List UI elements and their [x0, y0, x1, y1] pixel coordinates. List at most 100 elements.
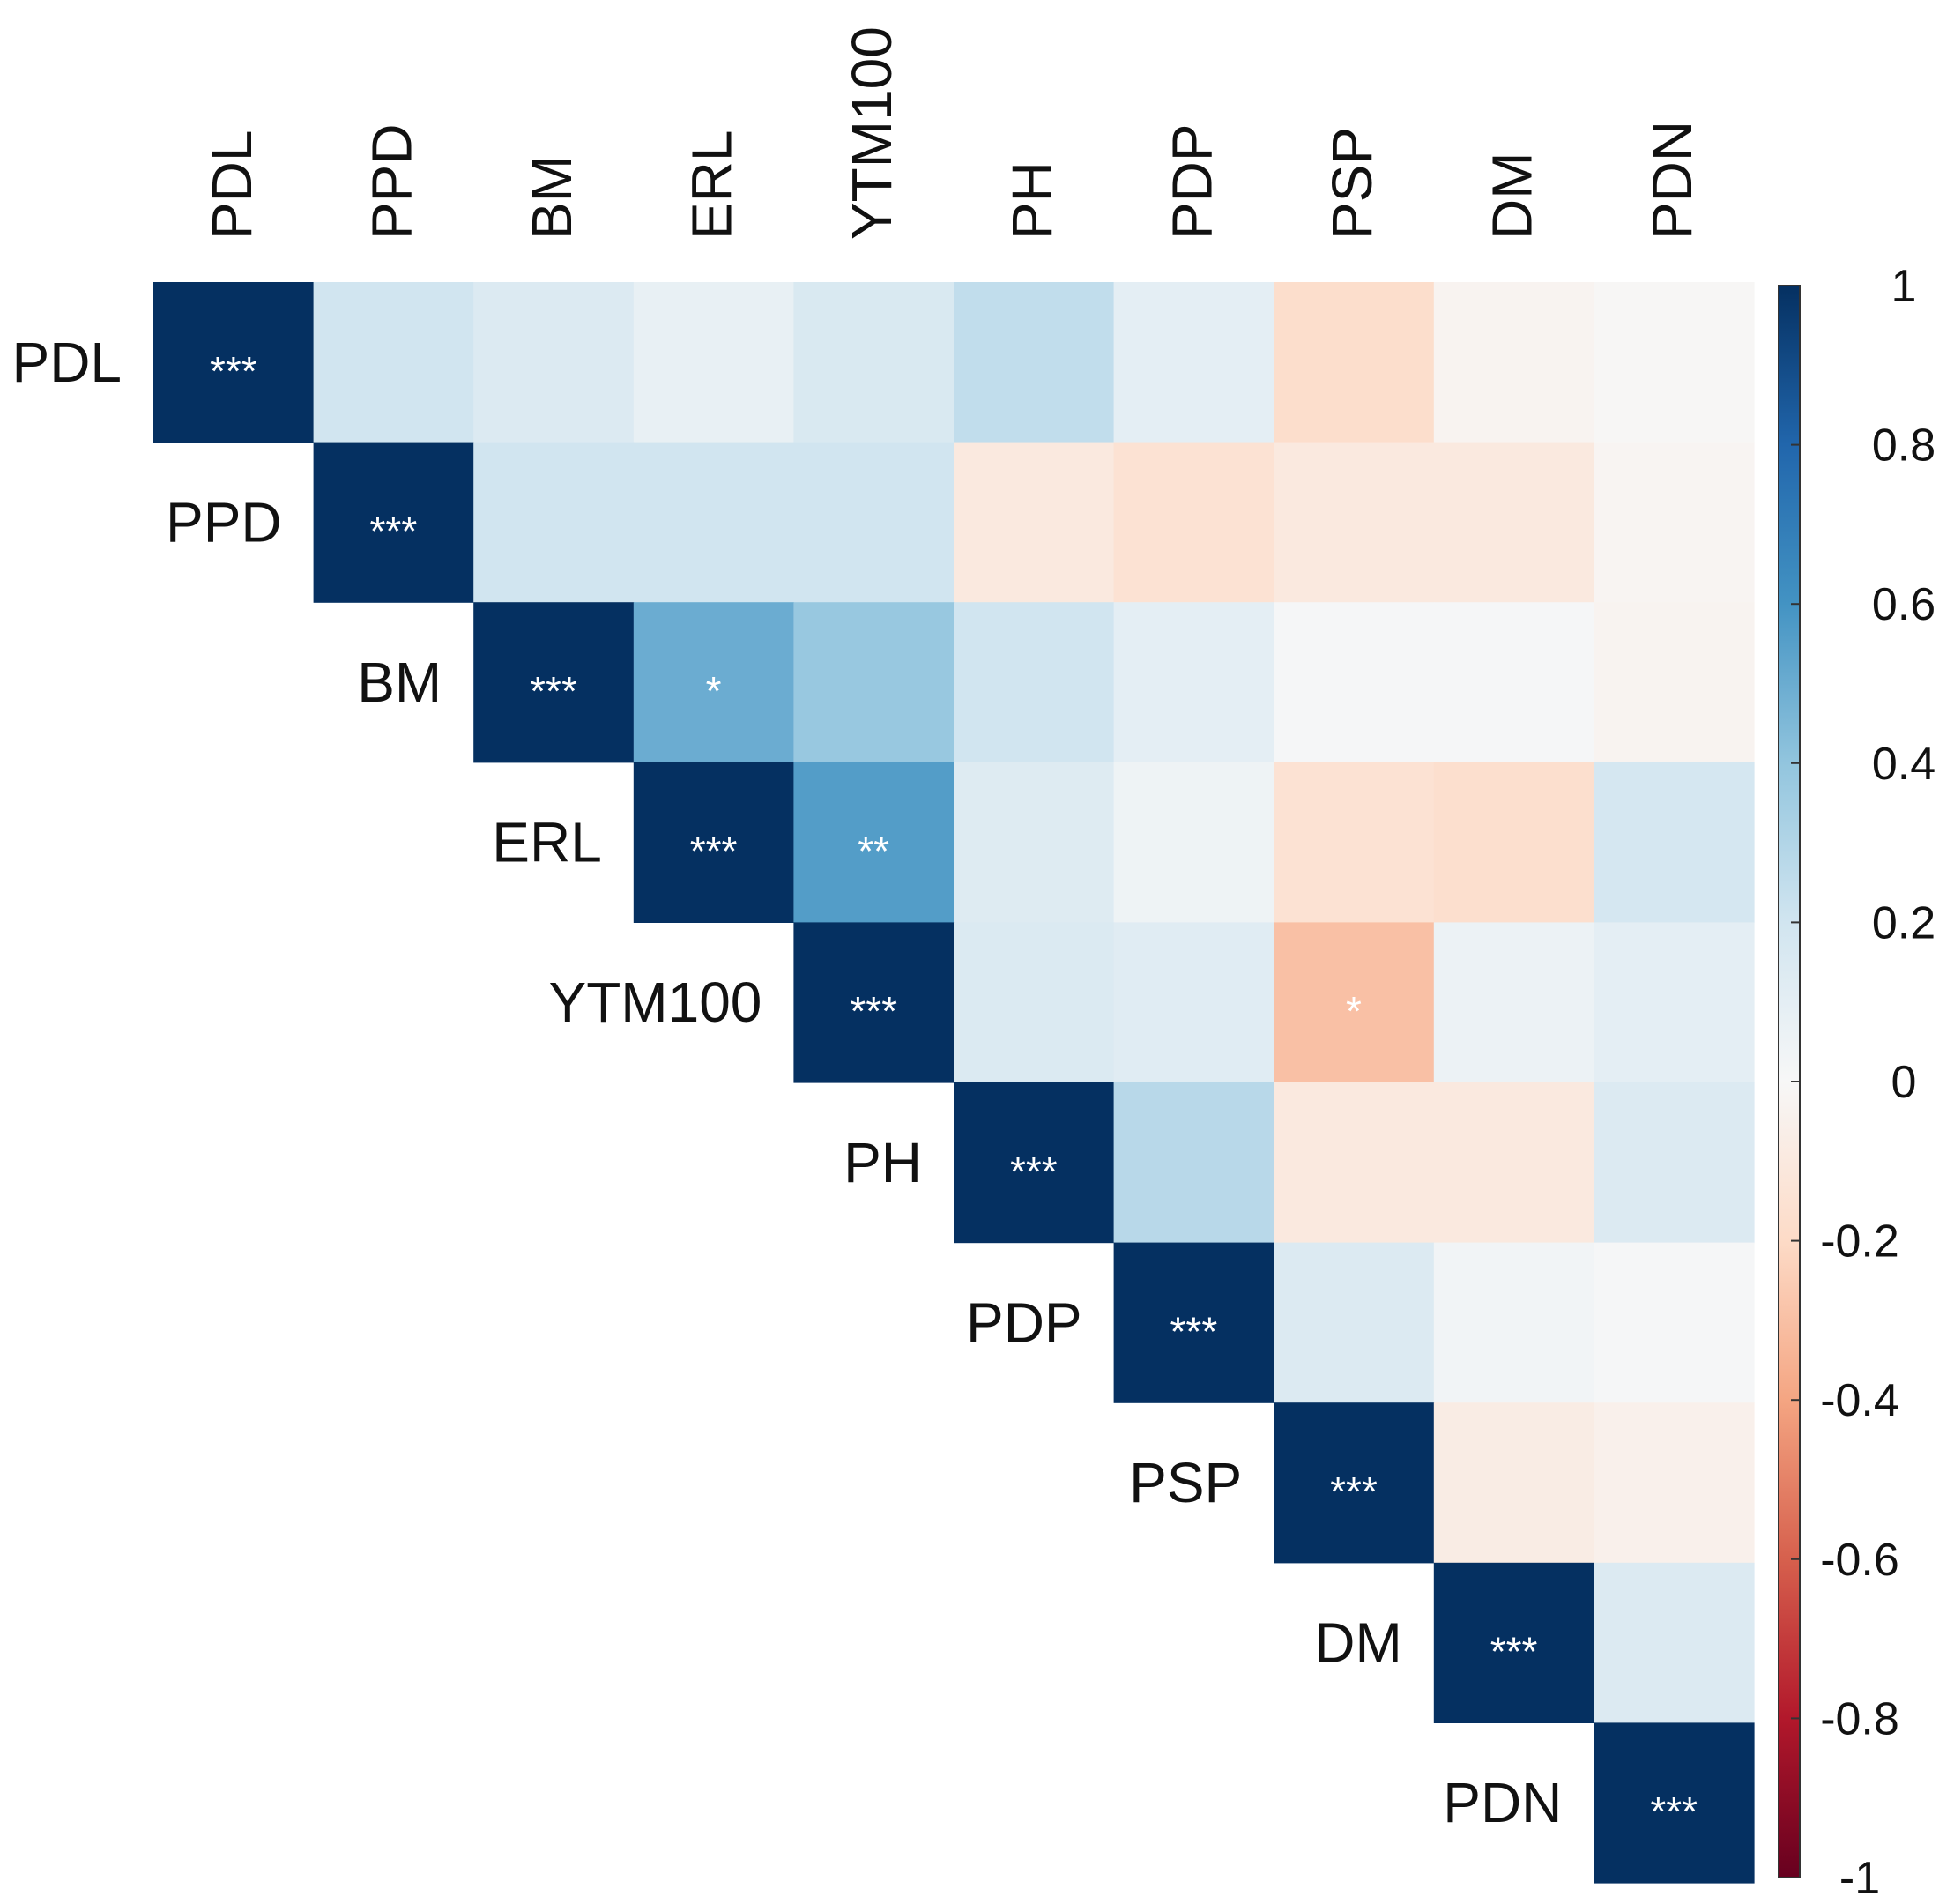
cell-PDP-PDN [1594, 1242, 1755, 1403]
cell-PPD-PDN [1594, 442, 1755, 603]
cell-PSP-PSP [1274, 1402, 1435, 1564]
cell-PSP-PDN [1594, 1402, 1755, 1564]
cell-PDL-BM [473, 282, 635, 443]
column-label-BM: BM [520, 155, 583, 240]
row-label-BM: BM [357, 651, 442, 714]
cell-PDL-ERL [633, 282, 794, 443]
column-label-PH: PH [1000, 161, 1064, 240]
cell-PDP-PSP [1274, 1242, 1435, 1403]
cell-YTM100-YTM100 [793, 922, 955, 1083]
significance-PDN-PDN: *** [1650, 1789, 1698, 1834]
column-label-PDN: PDN [1640, 121, 1704, 240]
cell-PDL-DM [1433, 282, 1594, 443]
colorbar-tick-label: 0.4 [1872, 739, 1935, 790]
colorbar-tick-label: 0.6 [1872, 579, 1935, 630]
row-label-PDP: PDP [966, 1290, 1082, 1354]
cell-BM-ERL [633, 602, 794, 763]
significance-YTM100-PSP: * [1346, 988, 1362, 1034]
cell-PDL-PDL [153, 282, 315, 443]
cell-ERL-ERL [633, 762, 794, 923]
row-label-ERL: ERL [492, 811, 602, 874]
cell-BM-YTM100 [793, 602, 955, 763]
cell-PH-PH [954, 1082, 1115, 1244]
cell-ERL-PH [954, 762, 1115, 923]
cell-PH-PSP [1274, 1082, 1435, 1244]
colorbar-tick-label: -0.4 [1820, 1375, 1899, 1426]
cell-YTM100-PDN [1594, 922, 1755, 1083]
cell-PDP-PDP [1113, 1242, 1274, 1403]
row-label-DM: DM [1314, 1611, 1402, 1675]
cell-YTM100-PH [954, 922, 1115, 1083]
significance-YTM100-YTM100: *** [850, 988, 897, 1034]
cell-PPD-PH [954, 442, 1115, 603]
row-label-YTM100: YTM100 [549, 971, 762, 1034]
cell-ERL-DM [1433, 762, 1594, 923]
significance-ERL-YTM100: ** [858, 829, 889, 874]
significance-PDP-PDP: *** [1170, 1308, 1218, 1354]
cell-BM-BM [473, 602, 635, 763]
cell-PPD-DM [1433, 442, 1594, 603]
cell-BM-PSP [1274, 602, 1435, 763]
cell-PSP-DM [1433, 1402, 1594, 1564]
heatmap-cells [153, 282, 1755, 1884]
significance-markers: ********* **** ***** **************** [210, 348, 1698, 1834]
significance-BM-BM: *** [530, 668, 577, 714]
significance-PPD-PPD: *** [370, 508, 418, 554]
significance-PH-PH: *** [1010, 1149, 1058, 1194]
column-label-PDP: PDP [1160, 123, 1223, 240]
colorbar-tick-label: -1 [1839, 1853, 1880, 1904]
row-label-PH: PH [843, 1131, 922, 1194]
column-labels: PDL PPD BM ERL YTM100 PH PDP PSP DM PDN [200, 26, 1704, 240]
cell-PDL-PDN [1594, 282, 1755, 443]
cell-ERL-YTM100 [793, 762, 955, 923]
column-label-PPD: PPD [360, 123, 423, 240]
colorbar-tick-label: 0.8 [1872, 420, 1935, 472]
cell-YTM100-PSP [1274, 922, 1435, 1083]
cell-YTM100-DM [1433, 922, 1594, 1083]
significance-PDL-PDL: *** [210, 348, 257, 394]
cell-PH-DM [1433, 1082, 1594, 1244]
cell-BM-DM [1433, 602, 1594, 763]
cell-PDL-PDP [1113, 282, 1274, 443]
cell-PPD-ERL [633, 442, 794, 603]
cell-PDL-YTM100 [793, 282, 955, 443]
significance-DM-DM: *** [1490, 1629, 1538, 1675]
colorbar-tick-label: -0.6 [1820, 1535, 1899, 1586]
cell-ERL-PDP [1113, 762, 1274, 923]
column-label-PSP: PSP [1320, 127, 1384, 240]
cell-PDN-PDN [1594, 1722, 1755, 1884]
cell-PDL-PPD [313, 282, 474, 443]
cell-BM-PDN [1594, 602, 1755, 763]
row-labels: PDL PPD BM ERL YTM100 PH PDP PSP DM PDN [12, 331, 1563, 1834]
cell-PDL-PH [954, 282, 1115, 443]
cell-PPD-PDP [1113, 442, 1274, 603]
significance-ERL-ERL: *** [690, 829, 738, 874]
cell-BM-PH [954, 602, 1115, 763]
cell-PDP-DM [1433, 1242, 1594, 1403]
cell-PH-PDP [1113, 1082, 1274, 1244]
cell-BM-PDP [1113, 602, 1274, 763]
colorbar-tick-label: -0.2 [1820, 1216, 1899, 1268]
colorbar-tick-label: 0.2 [1872, 897, 1935, 948]
colorbar: 1 0.8 0.6 0.4 0.2 0 -0.2 -0.4 -0.6 -0.8 -1 [1778, 261, 1935, 1904]
cell-YTM100-PDP [1113, 922, 1274, 1083]
colorbar-tick-label: -0.8 [1820, 1693, 1899, 1744]
column-label-PDL: PDL [200, 130, 264, 241]
cell-PPD-PSP [1274, 442, 1435, 603]
cell-PPD-BM [473, 442, 635, 603]
row-label-PPD: PPD [166, 490, 282, 554]
row-label-PDL: PDL [12, 331, 123, 394]
cell-DM-PDN [1594, 1562, 1755, 1723]
row-label-PSP: PSP [1129, 1451, 1242, 1514]
cell-PDL-PSP [1274, 282, 1435, 443]
colorbar-gradient [1778, 285, 1801, 1878]
colorbar-tick-label: 1 [1891, 261, 1917, 312]
significance-BM-ERL: * [706, 668, 722, 714]
cell-DM-DM [1433, 1562, 1594, 1723]
row-label-PDN: PDN [1443, 1771, 1562, 1834]
column-label-DM: DM [1481, 152, 1544, 240]
column-label-ERL: ERL [680, 130, 744, 241]
cell-PPD-PPD [313, 442, 474, 603]
cell-PH-PDN [1594, 1082, 1755, 1244]
